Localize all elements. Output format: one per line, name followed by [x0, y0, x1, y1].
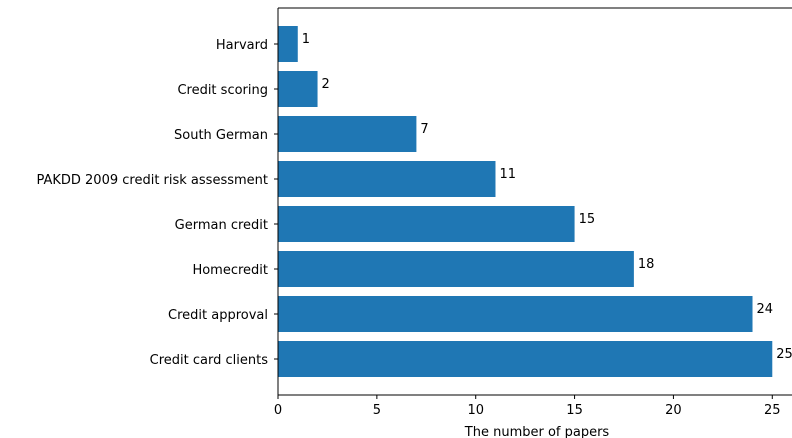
bar [278, 206, 575, 242]
data-labels-group: 1 2 7 11 15 18 24 25 [302, 32, 792, 362]
x-tick-label: 20 [665, 403, 682, 418]
x-tick-label: 25 [764, 403, 781, 418]
bar [278, 116, 417, 152]
y-tick-label: Credit approval [168, 308, 268, 323]
y-tick-label: Credit scoring [177, 83, 268, 98]
data-label: 15 [579, 212, 596, 227]
y-axis-ticks: Harvard Credit scoring South German PAKDD 2… [36, 38, 278, 368]
y-tick-label: Credit card clients [150, 353, 269, 368]
y-tick-label: Harvard [216, 38, 268, 53]
bar [278, 251, 634, 287]
data-label: 2 [322, 77, 330, 92]
data-label: 18 [638, 257, 655, 272]
data-label: 1 [302, 32, 310, 47]
data-label: 25 [776, 347, 792, 362]
bars-group [278, 26, 773, 377]
data-label: 11 [499, 167, 516, 182]
x-tick-label: 15 [566, 403, 583, 418]
x-tick-label: 0 [274, 403, 282, 418]
bar [278, 296, 753, 332]
axes-frame [277, 7, 792, 396]
bar [278, 26, 298, 62]
bar [278, 161, 496, 197]
x-tick-label: 5 [373, 403, 381, 418]
x-axis-ticks: 0 5 10 15 20 25 [274, 395, 781, 418]
data-label: 24 [757, 302, 774, 317]
bar [278, 341, 773, 377]
y-tick-label: PAKDD 2009 credit risk assessment [36, 173, 268, 188]
y-tick-label: Homecredit [192, 263, 268, 278]
data-label: 7 [420, 122, 428, 137]
x-axis-title: The number of papers [464, 425, 610, 438]
y-tick-label: German credit [175, 218, 268, 233]
bar [278, 71, 318, 107]
x-tick-label: 10 [467, 403, 484, 418]
y-tick-label: South German [174, 128, 268, 143]
